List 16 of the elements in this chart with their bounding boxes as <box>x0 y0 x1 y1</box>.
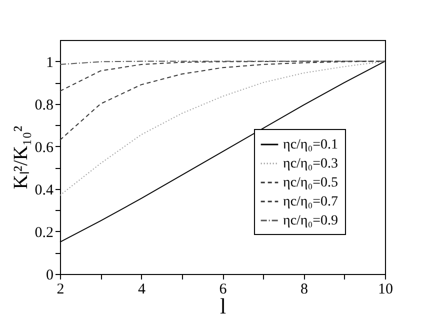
legend-label: ηc/η₀=0.3 <box>283 156 338 172</box>
y-tick-label: 0.8 <box>34 97 54 114</box>
y-tick-label: 0 <box>46 268 54 284</box>
x-tick-label: 4 <box>138 282 146 298</box>
legend-label: ηc/η₀=0.7 <box>283 194 338 210</box>
y-tick-label: 0.2 <box>34 224 54 241</box>
y-tick-label: 0.4 <box>34 182 54 198</box>
legend-label: ηc/η₀=0.9 <box>283 214 338 228</box>
x-tick-label: 2 <box>56 282 64 298</box>
legend-label: ηc/η₀=0.1 <box>283 138 338 152</box>
x-tick-label: 10 <box>378 282 393 298</box>
y-tick-label: 0.6 <box>34 140 54 156</box>
y-axis-title: Kₗ²/K₁₀² <box>10 126 32 190</box>
y-tick-label: 1 <box>46 54 54 71</box>
legend-label: ηc/η₀=0.5 <box>283 176 338 190</box>
x-tick-label: 8 <box>300 282 308 298</box>
